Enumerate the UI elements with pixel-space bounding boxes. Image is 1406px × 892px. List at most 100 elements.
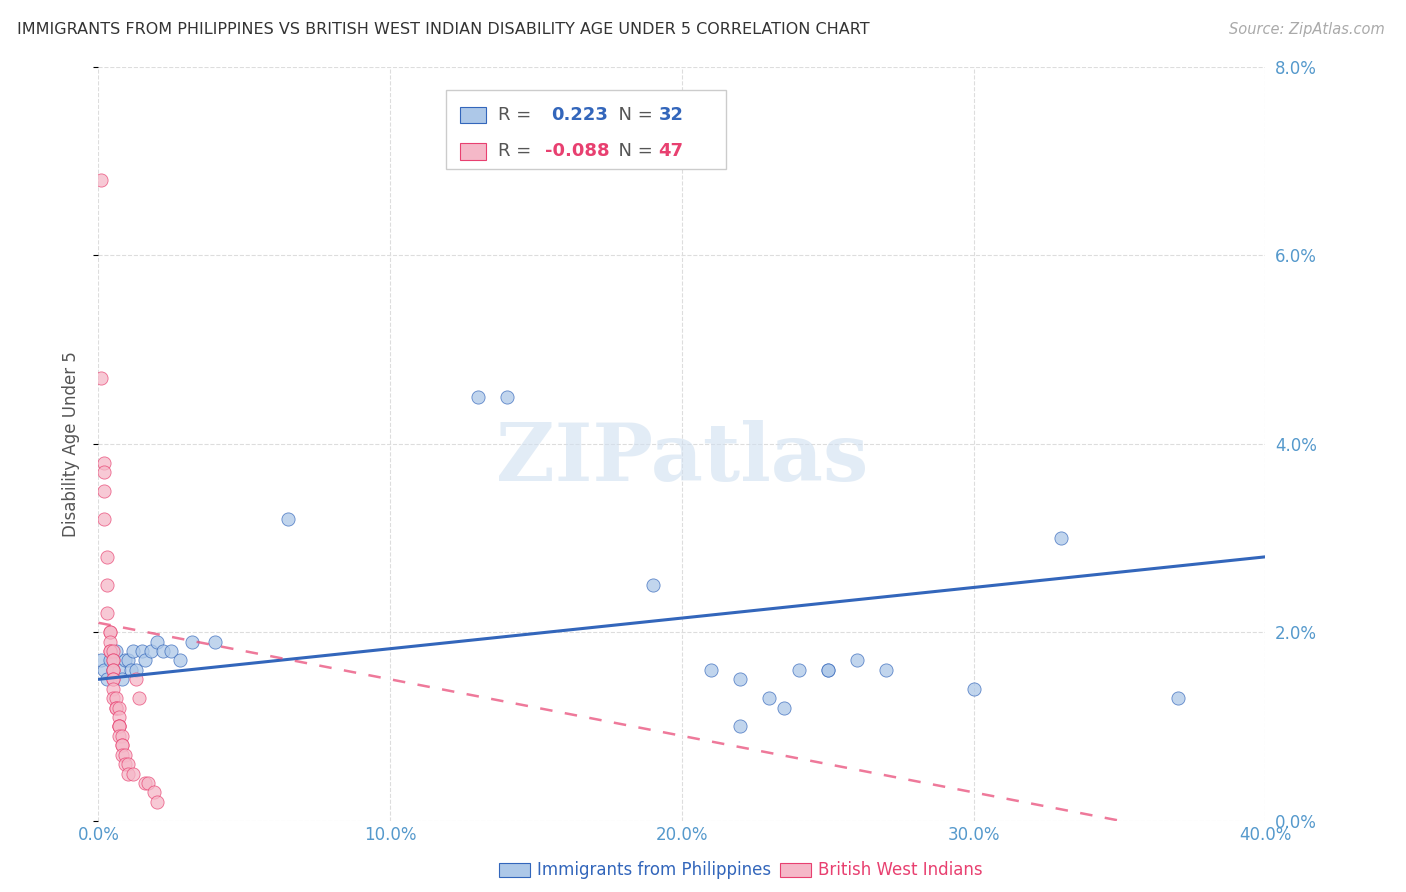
Point — [496, 390, 519, 404]
Point — [98, 644, 121, 658]
Point — [773, 700, 796, 714]
Point — [117, 766, 139, 780]
Text: -0.088: -0.088 — [546, 142, 610, 161]
Point — [108, 719, 131, 733]
Point — [134, 776, 156, 790]
Point — [98, 644, 121, 658]
Text: 47: 47 — [658, 142, 683, 161]
Point — [758, 691, 780, 706]
Bar — [460, 143, 486, 160]
Point — [93, 465, 115, 479]
Point — [125, 663, 148, 677]
Point — [817, 663, 839, 677]
Text: Source: ZipAtlas.com: Source: ZipAtlas.com — [1229, 22, 1385, 37]
Text: R =: R = — [498, 106, 543, 124]
Point — [120, 663, 142, 677]
Text: British West Indians: British West Indians — [818, 861, 983, 879]
Point — [111, 673, 134, 687]
Point — [101, 663, 124, 677]
Point — [90, 653, 112, 667]
Point — [108, 663, 131, 677]
Point — [101, 663, 124, 677]
Point — [101, 653, 124, 667]
Point — [641, 578, 664, 592]
Point — [98, 634, 121, 648]
Point — [96, 578, 118, 592]
Point — [134, 653, 156, 667]
Point — [114, 747, 136, 762]
Point — [962, 681, 984, 696]
Point — [136, 776, 159, 790]
Point — [98, 625, 121, 640]
Point — [101, 663, 124, 677]
Point — [114, 757, 136, 772]
Point — [101, 681, 124, 696]
Point — [104, 644, 127, 658]
Point — [101, 673, 124, 687]
FancyBboxPatch shape — [446, 89, 727, 169]
Point — [108, 700, 131, 714]
Point — [169, 653, 191, 667]
Point — [117, 653, 139, 667]
Point — [730, 719, 752, 733]
Point — [96, 549, 118, 564]
Text: 32: 32 — [658, 106, 683, 124]
Point — [93, 483, 115, 498]
Point — [117, 757, 139, 772]
Point — [125, 673, 148, 687]
Point — [142, 785, 165, 799]
Point — [104, 691, 127, 706]
Point — [1167, 691, 1189, 706]
Point — [93, 663, 115, 677]
Text: IMMIGRANTS FROM PHILIPPINES VS BRITISH WEST INDIAN DISABILITY AGE UNDER 5 CORREL: IMMIGRANTS FROM PHILIPPINES VS BRITISH W… — [17, 22, 869, 37]
Point — [101, 653, 124, 667]
Point — [122, 766, 145, 780]
Point — [730, 673, 752, 687]
Point — [101, 644, 124, 658]
Bar — [460, 106, 486, 123]
Point — [700, 663, 723, 677]
Text: ZIPatlas: ZIPatlas — [496, 420, 868, 498]
Point — [467, 390, 489, 404]
Point — [108, 729, 131, 743]
Point — [98, 653, 121, 667]
Point — [152, 644, 174, 658]
Point — [122, 644, 145, 658]
Text: Immigrants from Philippines: Immigrants from Philippines — [537, 861, 772, 879]
Point — [139, 644, 162, 658]
Y-axis label: Disability Age Under 5: Disability Age Under 5 — [62, 351, 80, 537]
Point — [846, 653, 869, 667]
Point — [90, 173, 112, 187]
Text: N =: N = — [607, 142, 659, 161]
Point — [111, 739, 134, 753]
Point — [98, 625, 121, 640]
Point — [1050, 531, 1073, 545]
Point — [108, 719, 131, 733]
Point — [93, 512, 115, 526]
Point — [111, 739, 134, 753]
Point — [111, 729, 134, 743]
Point — [96, 673, 118, 687]
Point — [146, 795, 169, 809]
Point — [114, 653, 136, 667]
Point — [101, 691, 124, 706]
Point — [104, 700, 127, 714]
Point — [180, 634, 202, 648]
Point — [204, 634, 226, 648]
Point — [104, 700, 127, 714]
Point — [787, 663, 810, 677]
Point — [90, 371, 112, 385]
Point — [875, 663, 897, 677]
Point — [160, 644, 183, 658]
Point — [131, 644, 153, 658]
Point — [277, 512, 299, 526]
Text: N =: N = — [607, 106, 659, 124]
Point — [111, 747, 134, 762]
Point — [93, 456, 115, 470]
Point — [96, 607, 118, 621]
Point — [101, 673, 124, 687]
Point — [817, 663, 839, 677]
Point — [108, 719, 131, 733]
Text: R =: R = — [498, 142, 537, 161]
Point — [128, 691, 150, 706]
